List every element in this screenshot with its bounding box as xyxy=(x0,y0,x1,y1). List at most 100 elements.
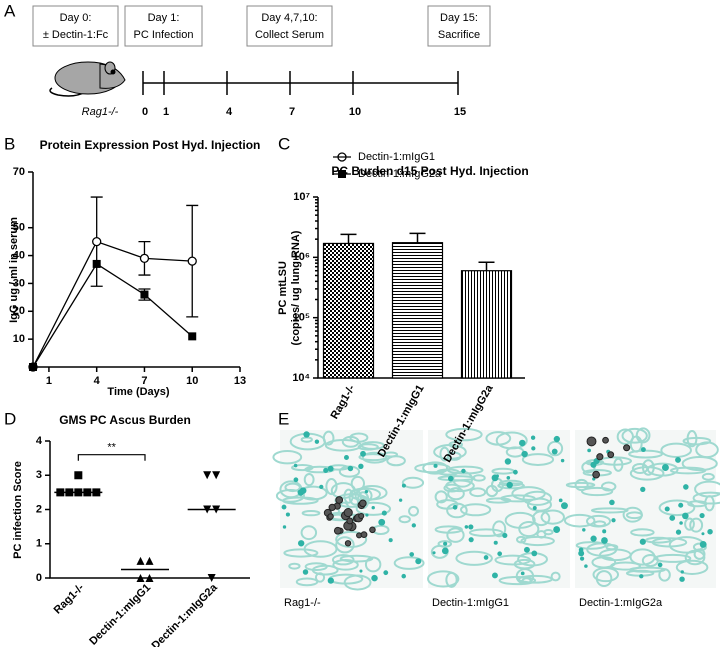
tissue xyxy=(498,575,537,586)
tissue xyxy=(593,520,607,528)
nucleus xyxy=(584,564,588,568)
tissue xyxy=(447,487,465,501)
nucleus xyxy=(401,573,406,579)
organism xyxy=(335,496,344,504)
nucleus xyxy=(448,475,454,482)
tissue xyxy=(646,462,679,477)
tissue xyxy=(355,501,392,516)
nucleus xyxy=(523,546,530,553)
nucleus xyxy=(502,532,508,539)
y-tick-label: 10 xyxy=(13,333,25,345)
event-day: Day 15: xyxy=(440,12,478,24)
error-bar xyxy=(340,233,357,244)
tissue xyxy=(343,574,372,591)
tissue xyxy=(504,511,536,529)
organism xyxy=(623,444,631,452)
nucleus xyxy=(411,523,416,528)
y-tick-label: 20 xyxy=(13,305,25,317)
micrograph xyxy=(272,430,425,591)
nucleus xyxy=(601,537,608,544)
y-axis-label: IgG ug / ml in serum xyxy=(8,217,20,323)
tissue xyxy=(536,530,547,539)
x-tick-label: 13 xyxy=(234,375,246,387)
tissue xyxy=(500,494,536,503)
tissue xyxy=(521,453,555,466)
tissue xyxy=(687,500,708,508)
nucleus xyxy=(299,487,307,495)
tissue xyxy=(445,571,458,588)
point xyxy=(92,236,102,247)
nucleus xyxy=(347,465,354,472)
mouse-label: Rag1-/- xyxy=(82,106,119,118)
nucleus xyxy=(553,526,561,534)
tissue xyxy=(494,554,532,566)
nucleus xyxy=(664,506,670,512)
tissue xyxy=(364,556,382,573)
series-line xyxy=(32,263,193,368)
y-tick-label: 0 xyxy=(36,572,42,584)
nucleus xyxy=(468,537,474,543)
nucleus xyxy=(464,525,469,529)
event-day: Day 1: xyxy=(148,12,180,24)
tissue xyxy=(522,490,553,506)
nucleus xyxy=(683,484,689,490)
tissue xyxy=(459,503,492,517)
tissue xyxy=(468,528,504,537)
organism xyxy=(333,526,342,535)
nucleus xyxy=(657,562,663,568)
nucleus xyxy=(679,521,683,525)
nucleus xyxy=(327,465,334,472)
tissue xyxy=(681,456,718,472)
tissue xyxy=(434,490,448,504)
tissue xyxy=(446,527,465,543)
mouse-tail xyxy=(49,87,86,97)
nucleus xyxy=(381,510,387,516)
nucleus xyxy=(344,455,349,460)
tissue xyxy=(689,517,704,533)
mouse-eye xyxy=(110,69,116,75)
tissue xyxy=(393,556,425,570)
tissue xyxy=(616,428,634,445)
x-tick-label: 7 xyxy=(141,375,147,387)
nucleus xyxy=(293,463,298,468)
nucleus xyxy=(519,439,526,447)
mouse-icon xyxy=(49,61,126,97)
organism xyxy=(592,470,600,479)
tissue xyxy=(574,478,589,492)
panel-label: B xyxy=(4,134,15,153)
micrograph xyxy=(563,427,720,588)
tissue xyxy=(635,427,651,444)
nucleus xyxy=(560,458,565,463)
x-tick-label: 1 xyxy=(46,375,52,387)
organism xyxy=(328,503,336,512)
nucleus xyxy=(358,463,364,469)
point xyxy=(145,556,154,565)
nucleus xyxy=(506,475,511,480)
nucleus xyxy=(432,551,436,555)
organism xyxy=(602,436,609,444)
nucleus xyxy=(378,518,386,526)
x-tick-label: Rag1-/- xyxy=(329,383,358,422)
nucleus xyxy=(415,558,422,565)
nucleus xyxy=(561,502,568,510)
tissue xyxy=(434,525,463,534)
tissue xyxy=(704,495,715,512)
nucleus xyxy=(592,477,596,481)
nucleus xyxy=(639,538,646,545)
nucleus xyxy=(640,486,646,493)
tissue xyxy=(630,528,655,537)
x-axis-label: Time (Days) xyxy=(107,386,169,398)
tissue xyxy=(526,497,552,512)
organism xyxy=(327,513,334,520)
nucleus xyxy=(461,468,466,474)
panel-label: D xyxy=(4,409,16,428)
tissue xyxy=(575,541,607,550)
y-axis-label: (copies/ ug lung RNA) xyxy=(290,230,302,345)
y-tick-label: 10⁴ xyxy=(292,372,310,384)
tissue xyxy=(284,482,301,493)
error-bar xyxy=(478,261,495,271)
nucleus xyxy=(293,477,299,483)
y-axis-label: PC mtLSU xyxy=(277,261,289,315)
series-line xyxy=(32,240,193,368)
tissue xyxy=(660,442,692,458)
